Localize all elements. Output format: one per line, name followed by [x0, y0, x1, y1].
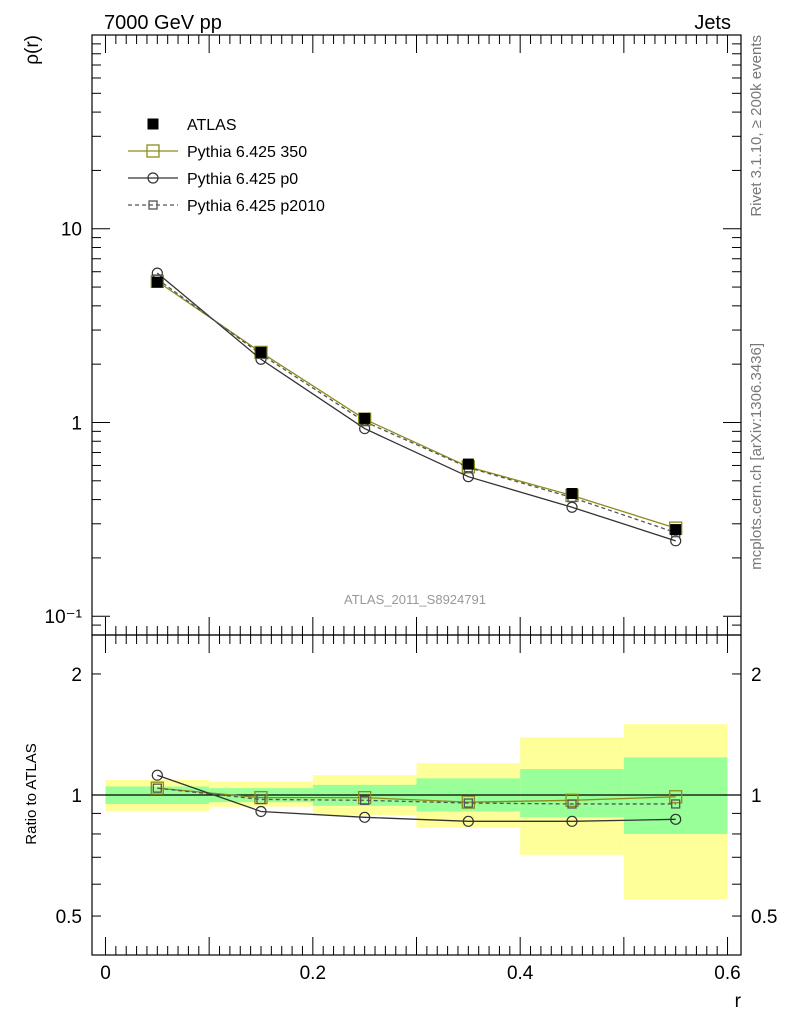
- pythia-p0-point: [670, 535, 682, 547]
- ratio-pythia-p0-point: [566, 815, 578, 827]
- ratio-pythia-p0-line: [157, 774, 676, 822]
- pythia-350-line: [156, 280, 676, 529]
- ratio-ytick-label-right: 2: [751, 665, 762, 686]
- legend-label-atlas: ATLAS: [187, 117, 237, 134]
- ratio-pythia-p0-point: [462, 815, 474, 827]
- legend-label-pythia-p2010: Pythia 6.425 p2010: [187, 198, 325, 215]
- ratio-pythia-p2010-point: [152, 783, 162, 793]
- ratio-pythia-p2010-point: [463, 798, 473, 808]
- mcplots-label: mcplots.cern.ch [arXiv:1306.3436]: [748, 343, 765, 570]
- atlas-point: [462, 458, 474, 470]
- x-tick-label: 0: [100, 963, 111, 984]
- main-ytick-label: 1: [71, 413, 82, 434]
- legend-label-pythia-350: Pythia 6.425 350: [187, 144, 307, 161]
- ratio-panel: 0 0.2 0.4 0.6 2 2 1 1 0.5 0.5: [56, 634, 777, 984]
- ratio-pythia-p2010-point: [256, 794, 266, 805]
- main-ytick-label: 10: [61, 220, 82, 241]
- atlas-point: [670, 524, 682, 536]
- ratio-ytick-label-right: 0.5: [751, 907, 777, 928]
- legend: ATLAS Pythia 6.425 350 Pythia 6.425 p0 Pyth…: [128, 117, 325, 215]
- ratio-pythia-350-point: [461, 795, 475, 809]
- x-tick-label: 0.6: [714, 963, 740, 984]
- main-panel: 10 1 10⁻¹: [45, 34, 742, 636]
- ratio-xlabel: r: [735, 991, 742, 1012]
- atlas-point: [566, 487, 578, 499]
- ratio-ytick-label-left: 0.5: [56, 907, 82, 928]
- ratio-pythia-p2010-point: [567, 799, 577, 809]
- ratio-pythia-350-point: [669, 790, 683, 804]
- ratio-pythia-p0-point: [670, 813, 682, 825]
- uncertainty-band-inner: [520, 769, 624, 818]
- ratio-pythia-p2010-point: [360, 795, 370, 805]
- atlas-point: [255, 346, 267, 358]
- rivet-label: Rivet 3.1.10, ≥ 200k events: [748, 35, 765, 217]
- ratio-pythia-p2010-line: [157, 787, 676, 805]
- x-tick-label: 0.2: [300, 963, 326, 984]
- energy-label: 7000 GeV pp: [104, 12, 222, 34]
- ratio-frame: [91, 634, 742, 956]
- legend-marker-pythia-350: [146, 144, 160, 158]
- atlas-point: [151, 276, 163, 288]
- process-label: Jets: [694, 12, 731, 34]
- legend-marker-pythia-p0: [147, 172, 159, 184]
- main-ylabel: ρ(r): [22, 35, 43, 65]
- ratio-pythia-350-point: [150, 781, 164, 795]
- legend-marker-atlas: [147, 118, 159, 130]
- analysis-label: ATLAS_2011_S8924791: [344, 592, 486, 607]
- pythia-p0-point: [566, 501, 578, 513]
- ratio-pythia-p0-point: [255, 805, 267, 818]
- ratio-ytick-label-left: 1: [71, 786, 82, 807]
- ratio-pythia-350-line: [157, 787, 676, 803]
- ratio-pythia-350-point: [565, 793, 579, 807]
- ratio-ytick-label-right: 1: [751, 786, 762, 807]
- main-ytick-label: 10⁻¹: [45, 607, 83, 628]
- x-tick-label: 0.4: [507, 963, 534, 984]
- atlas-point: [359, 412, 371, 424]
- ratio-ytick-label-left: 2: [71, 665, 82, 686]
- ratio-pythia-p0-point: [359, 811, 371, 823]
- legend-label-pythia-p0: Pythia 6.425 p0: [187, 171, 298, 188]
- ratio-pythia-p0-point: [151, 769, 163, 781]
- uncertainty-band-inner: [623, 757, 728, 834]
- ratio-pythia-350-point: [358, 790, 372, 805]
- ratio-ylabel: Ratio to ATLAS: [23, 743, 40, 844]
- pythia-p2010-line: [156, 278, 676, 534]
- pythia-p0-line: [156, 272, 676, 542]
- ratio-pythia-p2010-point: [671, 799, 681, 809]
- legend-marker-pythia-p2010: [148, 200, 158, 210]
